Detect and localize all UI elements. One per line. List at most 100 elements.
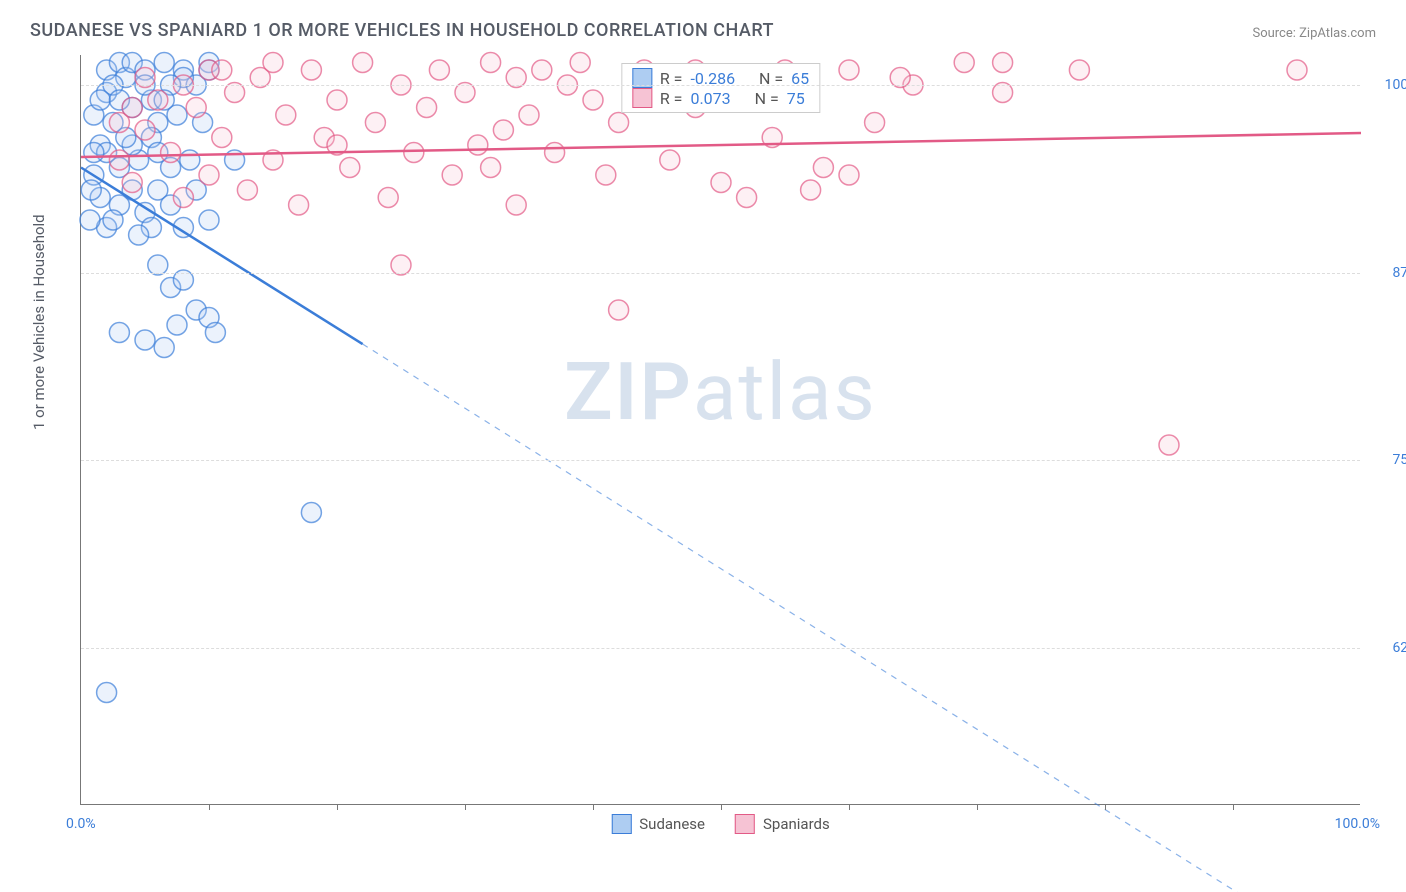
data-point [180, 150, 200, 170]
data-point [199, 210, 219, 230]
data-point [212, 128, 232, 148]
data-point [340, 158, 360, 178]
legend-label-spaniards: Spaniards [763, 815, 830, 833]
gridline [81, 648, 1360, 649]
legend-row-spaniards: R = 0.073 N = 75 [632, 88, 809, 108]
data-point [993, 53, 1013, 73]
data-point [97, 683, 117, 703]
gridline [81, 85, 1360, 86]
legend-series: Sudanese Spaniards [611, 814, 829, 834]
data-point [122, 173, 142, 193]
x-axis-min-label: 0.0% [66, 816, 96, 832]
data-point [954, 53, 974, 73]
title-row: SUDANESE VS SPANIARD 1 OR MORE VEHICLES … [30, 20, 1376, 49]
y-axis-label: 1 or more Vehicles in Household [30, 214, 48, 430]
legend-item-spaniards: Spaniards [735, 814, 830, 834]
plot-svg [81, 55, 1360, 804]
n-value-spaniards: 75 [787, 89, 805, 108]
data-point [468, 135, 488, 155]
n-label: N = [755, 89, 779, 108]
data-point [417, 98, 437, 118]
data-point [289, 195, 309, 215]
source-label: Source: ZipAtlas.com [1252, 26, 1376, 41]
data-point [109, 323, 129, 343]
data-point [212, 60, 232, 80]
data-point [865, 113, 885, 133]
data-point [570, 53, 590, 73]
swatch-sudanese-bottom [611, 814, 631, 834]
r-label: R = [660, 89, 683, 108]
trend-line-solid [81, 168, 363, 345]
x-tick [1233, 804, 1234, 810]
legend-label-sudanese: Sudanese [639, 815, 705, 833]
r-value-spaniards: 0.073 [690, 89, 730, 108]
data-point [813, 158, 833, 178]
data-point [442, 165, 462, 185]
data-point [84, 143, 104, 163]
data-point [583, 90, 603, 110]
data-point [173, 188, 193, 208]
data-point [481, 53, 501, 73]
legend-correlation: R = -0.286 N = 65 R = 0.073 N = 75 [621, 63, 820, 113]
data-point [1069, 60, 1089, 80]
y-tick-label: 75.0% [1370, 452, 1406, 468]
data-point [506, 195, 526, 215]
data-point [103, 210, 123, 230]
gridline [81, 460, 1360, 461]
data-point [109, 150, 129, 170]
trend-line-solid [81, 133, 1361, 157]
data-point [609, 300, 629, 320]
x-tick [593, 804, 594, 810]
data-point [167, 315, 187, 335]
x-tick [721, 804, 722, 810]
y-tick-label: 62.5% [1370, 640, 1406, 656]
data-point [481, 158, 501, 178]
data-point [660, 150, 680, 170]
x-tick [977, 804, 978, 810]
data-point [301, 503, 321, 523]
data-point [276, 105, 296, 125]
x-axis-max-label: 100.0% [1335, 816, 1380, 832]
data-point [493, 120, 513, 140]
y-tick-label: 87.5% [1370, 265, 1406, 281]
plot-area: ZIPatlas R = -0.286 N = 65 R = 0.073 N =… [80, 55, 1360, 805]
data-point [199, 165, 219, 185]
data-point [205, 323, 225, 343]
data-point [711, 173, 731, 193]
chart-title: SUDANESE VS SPANIARD 1 OR MORE VEHICLES … [30, 20, 774, 41]
gridline [81, 273, 1360, 274]
data-point [135, 120, 155, 140]
data-point [161, 143, 181, 163]
y-tick-label: 100.0% [1370, 77, 1406, 93]
data-point [80, 210, 100, 230]
data-point [1159, 435, 1179, 455]
x-tick [209, 804, 210, 810]
chart-container: SUDANESE VS SPANIARD 1 OR MORE VEHICLES … [0, 0, 1406, 892]
x-tick [337, 804, 338, 810]
data-point [109, 113, 129, 133]
data-point [148, 90, 168, 110]
data-point [154, 53, 174, 73]
data-point [429, 60, 449, 80]
x-tick [465, 804, 466, 810]
data-point [609, 113, 629, 133]
data-point [365, 113, 385, 133]
data-point [532, 60, 552, 80]
x-tick [1105, 804, 1106, 810]
data-point [596, 165, 616, 185]
data-point [237, 180, 257, 200]
data-point [90, 90, 110, 110]
data-point [801, 180, 821, 200]
data-point [327, 90, 347, 110]
data-point [263, 53, 283, 73]
data-point [404, 143, 424, 163]
data-point [129, 225, 149, 245]
data-point [378, 188, 398, 208]
data-point [839, 165, 859, 185]
data-point [1287, 60, 1307, 80]
data-point [737, 188, 757, 208]
swatch-spaniards-bottom [735, 814, 755, 834]
x-tick [849, 804, 850, 810]
data-point [81, 180, 101, 200]
data-point [154, 338, 174, 358]
